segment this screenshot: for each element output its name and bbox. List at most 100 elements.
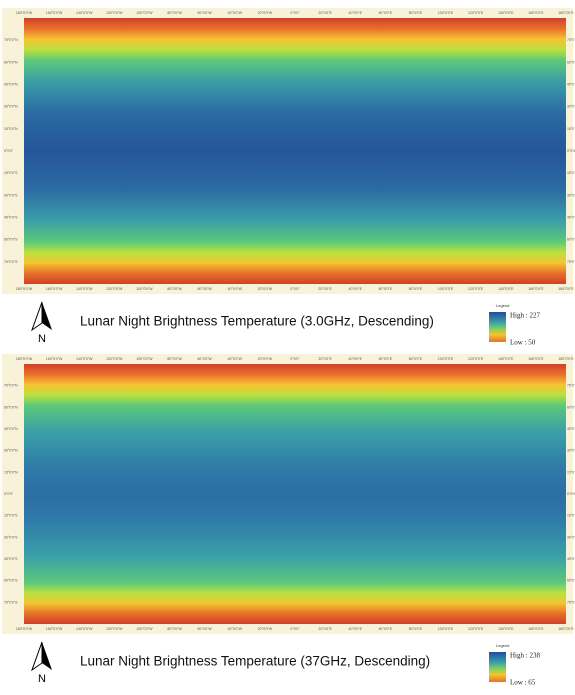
lat-label: 60°0'0"N — [4, 60, 18, 64]
legend-colorbar — [489, 312, 506, 342]
lon-label: 80°0'0"E — [409, 11, 423, 15]
legend-high: High : 238 — [510, 652, 540, 660]
lon-label: 80°0'0"W — [167, 627, 182, 631]
lon-label: 80°0'0"W — [167, 11, 182, 15]
lat-label: 60°0'0"N — [567, 405, 575, 409]
lat-label: 45°0'0"N — [567, 427, 575, 431]
lon-label: 40°0'0"E — [349, 357, 363, 361]
lat-label: 15°0'0"N — [4, 127, 18, 131]
lon-label: 60°0'0"E — [379, 11, 393, 15]
lon-label: 160°0'0"E — [528, 287, 544, 291]
lon-label: 100°0'0"E — [438, 287, 454, 291]
lon-label: 80°0'0"W — [167, 357, 182, 361]
lon-label: 120°0'0"W — [106, 287, 123, 291]
lat-label: 45°0'0"S — [4, 557, 18, 561]
north-label: N — [38, 673, 46, 685]
lat-label: 15°0'0"N — [567, 470, 575, 474]
lon-label: 120°0'0"W — [106, 627, 123, 631]
brightness-map — [24, 18, 566, 284]
lon-label: 140°0'0"E — [498, 287, 514, 291]
lat-label: 30°0'0"N — [567, 105, 575, 109]
lon-label: 0°0'0" — [290, 357, 300, 361]
lat-label: 15°0'0"S — [567, 171, 575, 175]
lon-label: 120°0'0"E — [468, 357, 484, 361]
lat-label: 30°0'0"N — [4, 105, 18, 109]
lat-label: 0°0'0" — [4, 149, 14, 153]
brightness-map — [24, 364, 566, 624]
lat-label: 75°0'0"S — [567, 260, 575, 264]
lon-label: 20°0'0"E — [318, 287, 332, 291]
north-arrow — [42, 642, 52, 670]
lon-label: 160°0'0"W — [46, 11, 63, 15]
lon-label: 180°0'0"E — [558, 627, 574, 631]
lon-label: 180°0'0"W — [16, 357, 33, 361]
lon-label: 140°0'0"E — [498, 627, 514, 631]
lon-label: 180°0'0"W — [16, 11, 33, 15]
lat-label: 30°0'0"N — [4, 449, 18, 453]
lat-label: 0°0'0" — [4, 492, 14, 496]
lon-label: 60°0'0"E — [379, 627, 393, 631]
lon-label: 100°0'0"W — [136, 627, 153, 631]
lon-label: 140°0'0"W — [76, 357, 93, 361]
lon-label: 20°0'0"E — [318, 627, 332, 631]
lon-label: 100°0'0"E — [438, 357, 454, 361]
lon-label: 160°0'0"E — [528, 627, 544, 631]
lat-label: 60°0'0"S — [567, 579, 575, 583]
lat-label: 15°0'0"N — [567, 127, 575, 131]
lon-label: 20°0'0"W — [258, 627, 273, 631]
lat-label: 30°0'0"N — [567, 449, 575, 453]
lon-label: 20°0'0"E — [318, 357, 332, 361]
lon-label: 20°0'0"E — [318, 11, 332, 15]
lon-label: 20°0'0"W — [258, 287, 273, 291]
lon-label: 60°0'0"W — [197, 357, 212, 361]
lon-label: 120°0'0"E — [468, 11, 484, 15]
lon-label: 140°0'0"E — [498, 357, 514, 361]
lon-label: 20°0'0"W — [258, 357, 273, 361]
lon-label: 80°0'0"W — [167, 287, 182, 291]
lat-label: 15°0'0"S — [4, 514, 18, 518]
lat-label: 45°0'0"N — [567, 82, 575, 86]
lon-label: 180°0'0"E — [558, 11, 574, 15]
lat-label: 75°0'0"S — [4, 600, 18, 604]
lat-label: 45°0'0"S — [4, 215, 18, 219]
legend-heading: Legend — [496, 643, 509, 648]
lat-label: 45°0'0"N — [4, 427, 18, 431]
lat-label: 60°0'0"S — [4, 579, 18, 583]
lat-label: 30°0'0"S — [567, 535, 575, 539]
lat-label: 15°0'0"N — [4, 470, 18, 474]
lat-label: 0°0'0" — [567, 149, 575, 153]
lat-label: 60°0'0"S — [4, 238, 18, 242]
lon-label: 60°0'0"W — [197, 287, 212, 291]
figure: 180°0'0"W 180°0'0"W 160°0'0"W 160°0'0"W 140°… — [0, 0, 575, 690]
panel-title: Lunar Night Brightness Temperature (37GH… — [80, 654, 430, 669]
lat-label: 0°0'0" — [567, 492, 575, 496]
lon-label: 120°0'0"E — [468, 627, 484, 631]
lon-label: 60°0'0"E — [379, 357, 393, 361]
lon-label: 40°0'0"W — [228, 287, 243, 291]
lon-label: 100°0'0"W — [136, 11, 153, 15]
lon-label: 80°0'0"E — [409, 357, 423, 361]
lon-label: 60°0'0"W — [197, 11, 212, 15]
lon-label: 160°0'0"W — [46, 287, 63, 291]
lon-label: 40°0'0"W — [228, 11, 243, 15]
lat-label: 75°0'0"N — [4, 384, 18, 388]
lat-label: 15°0'0"S — [567, 514, 575, 518]
lon-label: 60°0'0"W — [197, 627, 212, 631]
lon-label: 180°0'0"E — [558, 357, 574, 361]
north-arrow — [42, 302, 52, 330]
legend-heading: Legend — [496, 303, 509, 308]
lon-label: 180°0'0"W — [16, 287, 33, 291]
lon-label: 180°0'0"W — [16, 627, 33, 631]
legend-high: High : 227 — [510, 312, 540, 320]
legend-colorbar — [489, 652, 506, 682]
lon-label: 0°0'0" — [290, 627, 300, 631]
lon-label: 180°0'0"E — [558, 287, 574, 291]
lon-label: 120°0'0"E — [468, 287, 484, 291]
lat-label: 60°0'0"S — [567, 238, 575, 242]
lon-label: 160°0'0"E — [528, 11, 544, 15]
lon-label: 160°0'0"W — [46, 357, 63, 361]
north-arrow — [32, 642, 42, 670]
lat-label: 30°0'0"S — [567, 193, 575, 197]
panel-title: Lunar Night Brightness Temperature (3.0G… — [80, 314, 434, 329]
lat-label: 45°0'0"S — [567, 215, 575, 219]
